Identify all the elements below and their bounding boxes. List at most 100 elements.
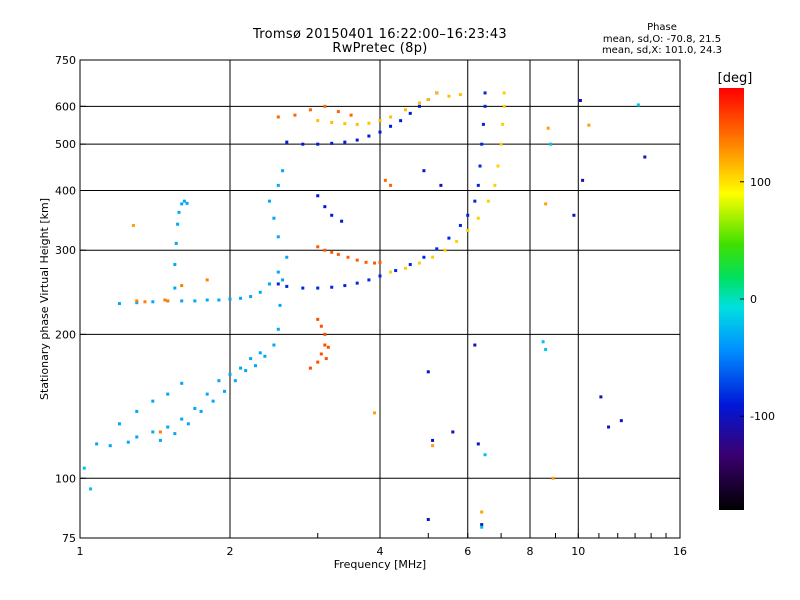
y-tick-label: 600 xyxy=(55,100,76,113)
data-point xyxy=(135,299,139,303)
data-point xyxy=(276,282,280,286)
data-point xyxy=(367,121,371,125)
data-point xyxy=(324,357,328,361)
data-point xyxy=(389,183,393,187)
data-point xyxy=(228,297,232,301)
data-point xyxy=(193,406,197,410)
data-point xyxy=(281,278,285,282)
data-point xyxy=(316,142,320,146)
chart-title: Tromsø 20150401 16:22:00–16:23:43 xyxy=(252,27,508,42)
data-point xyxy=(408,263,412,267)
data-point xyxy=(417,104,421,108)
data-point xyxy=(276,270,280,274)
data-point xyxy=(205,278,209,282)
data-point xyxy=(135,435,139,439)
data-point xyxy=(330,285,334,289)
data-point xyxy=(378,260,382,264)
data-point xyxy=(177,210,181,214)
data-point xyxy=(323,332,327,336)
data-point xyxy=(301,142,305,146)
data-point xyxy=(451,430,455,434)
data-point xyxy=(473,343,477,347)
data-point xyxy=(244,369,248,373)
data-point xyxy=(581,178,585,182)
data-point xyxy=(373,261,377,265)
data-point xyxy=(493,183,497,187)
data-point xyxy=(364,260,368,264)
legend-title: Phase xyxy=(647,22,677,33)
data-point xyxy=(126,440,130,444)
colorbar-label: [deg] xyxy=(718,71,753,86)
data-point xyxy=(408,111,412,115)
data-point xyxy=(417,101,421,105)
data-point xyxy=(431,444,435,448)
data-point xyxy=(330,213,334,217)
data-point xyxy=(186,422,190,426)
x-tick-label: 10 xyxy=(571,545,585,558)
data-point xyxy=(293,113,297,117)
data-point xyxy=(117,302,121,306)
data-point xyxy=(389,270,393,274)
data-point xyxy=(343,122,347,126)
x-tick-label: 6 xyxy=(464,545,471,558)
data-point xyxy=(476,183,480,187)
data-point xyxy=(501,122,505,126)
colorbar-tick-label: 100 xyxy=(750,176,771,189)
data-point xyxy=(343,140,347,144)
data-point xyxy=(185,201,189,205)
data-point xyxy=(483,104,487,108)
data-point xyxy=(431,438,435,442)
data-point xyxy=(176,222,180,226)
x-tick-label: 2 xyxy=(227,545,234,558)
data-point xyxy=(182,199,186,203)
legend-line-o: mean, sd,O: -70.8, 21.5 xyxy=(602,34,722,45)
data-point xyxy=(263,354,267,358)
data-point xyxy=(323,205,327,209)
data-point xyxy=(143,300,147,304)
data-point xyxy=(480,142,484,146)
data-point xyxy=(199,409,203,413)
data-point xyxy=(502,104,506,108)
data-point xyxy=(151,399,155,403)
data-point xyxy=(316,119,320,123)
data-point xyxy=(330,141,334,145)
y-axis-label: Stationary phase Virtual Height [km] xyxy=(38,198,51,400)
colorbar-tick-label: -100 xyxy=(750,410,775,423)
data-point xyxy=(572,213,576,217)
data-point xyxy=(343,284,347,288)
data-point xyxy=(249,295,253,299)
data-point xyxy=(285,255,289,259)
data-point xyxy=(180,202,184,206)
data-point xyxy=(205,392,209,396)
data-point xyxy=(478,164,482,168)
data-point xyxy=(458,93,462,97)
data-point xyxy=(486,199,490,203)
data-point xyxy=(117,422,121,426)
data-point xyxy=(389,115,393,119)
data-point xyxy=(355,281,359,285)
data-point xyxy=(373,411,377,415)
data-point xyxy=(447,236,451,240)
data-point xyxy=(346,255,350,259)
chart-subtitle: RwPretec (8p) xyxy=(332,41,428,56)
data-point xyxy=(249,357,253,361)
data-point xyxy=(480,525,484,529)
data-point xyxy=(276,327,280,331)
data-point xyxy=(426,98,430,102)
data-point xyxy=(544,202,548,206)
data-point xyxy=(211,399,215,403)
data-point xyxy=(281,169,285,173)
data-point xyxy=(135,301,139,305)
data-point xyxy=(473,199,477,203)
data-point xyxy=(253,364,257,368)
data-point xyxy=(483,453,487,457)
data-point xyxy=(323,248,327,252)
data-point xyxy=(355,122,359,126)
data-point xyxy=(466,228,470,232)
data-point xyxy=(166,392,170,396)
data-point xyxy=(367,278,371,282)
data-point xyxy=(316,317,320,321)
data-point xyxy=(483,91,487,95)
data-point xyxy=(272,343,276,347)
